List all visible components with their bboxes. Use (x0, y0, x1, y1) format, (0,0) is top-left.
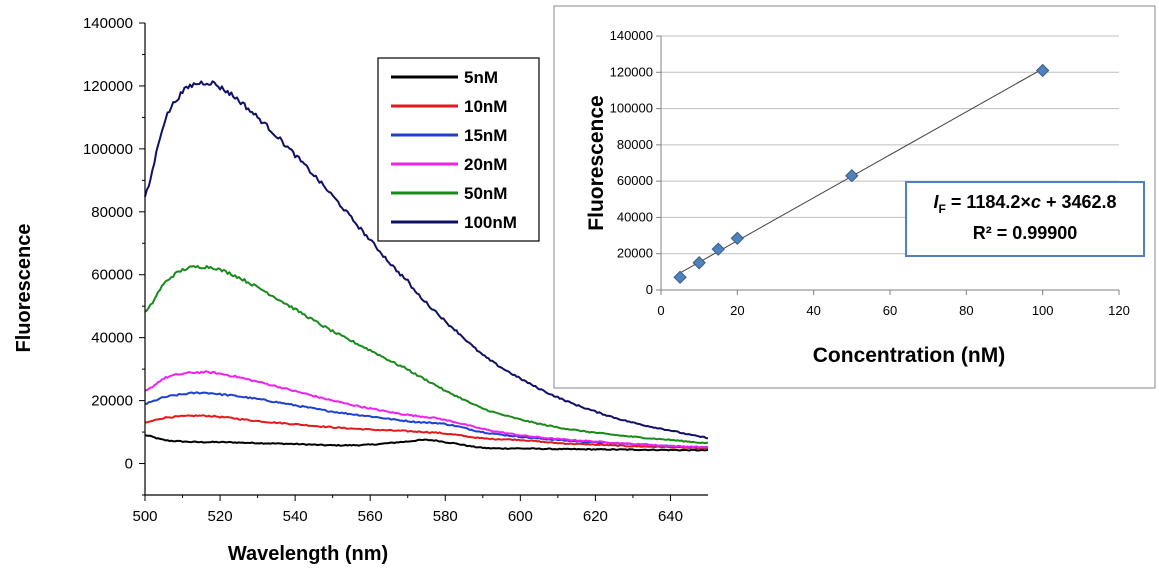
main-y-tick-label: 40000 (91, 330, 133, 347)
main-legend: 5nM 10nM 15nM 20nM 50nM 100nM (377, 57, 540, 242)
main-x-tick-label: 620 (583, 508, 608, 525)
inset-y-tick-label: 20000 (617, 246, 653, 261)
legend-label-50nM: 50nM (464, 184, 507, 203)
series-line-100nM (144, 80, 709, 440)
eq-lhs-italic: I (933, 192, 939, 212)
eq-lhs-sub: F (938, 202, 945, 216)
eq-var-italic: c (1031, 192, 1041, 212)
main-x-tick-label: 540 (283, 508, 308, 525)
legend-label-15nM: 15nM (464, 126, 507, 145)
inset-y-axis-label: Fluorescence (585, 95, 608, 230)
inset-data-point (1035, 63, 1050, 78)
main-series-group (144, 80, 709, 452)
equation-text: IF = 1184.2×c + 3462.8 (933, 192, 1116, 216)
main-axes: 0200004000060000800001000001200001400005… (83, 15, 708, 525)
inset-points-group (673, 63, 1050, 285)
inset-y-tick-label: 80000 (617, 137, 653, 152)
main-spectra-chart: 0200004000060000800001000001200001400005… (13, 15, 709, 565)
inset-axes: 0 20000 40000 60000 80000 100000 120000 140000 0… (610, 28, 1130, 318)
main-y-axis-label: Fluorescence (13, 224, 35, 353)
main-x-tick-label: 560 (358, 508, 383, 525)
inset-x-axis-label: Concentration (nM) (813, 344, 1005, 367)
main-x-axis-label: Wavelength (nm) (228, 543, 388, 565)
inset-x-tick-label: 0 (657, 303, 664, 318)
series-line-50nM (144, 265, 709, 445)
eq-mid: = 1184.2× (946, 192, 1031, 212)
series-line-5nM (144, 434, 709, 452)
inset-x-tick-label: 80 (959, 303, 973, 318)
inset-y-tick-label: 60000 (617, 173, 653, 188)
main-x-tick-label: 580 (433, 508, 458, 525)
inset-data-point (673, 270, 687, 285)
inset-y-tick-label: 140000 (610, 28, 653, 43)
inset-x-tick-label: 20 (730, 303, 744, 318)
inset-x-tick-label: 40 (806, 303, 820, 318)
r-squared-text: R² = 0.99900 (973, 223, 1078, 243)
inset-data-point (845, 168, 859, 183)
eq-tail: + 3462.8 (1041, 192, 1117, 212)
main-y-tick-label: 60000 (91, 267, 133, 284)
inset-data-point (730, 231, 745, 245)
main-x-tick-label: 500 (132, 508, 157, 525)
inset-calibration-chart: 0 20000 40000 60000 80000 100000 120000 140000 0… (553, 5, 1156, 389)
inset-data-point (692, 256, 706, 270)
main-y-tick-label: 120000 (83, 78, 133, 95)
main-y-tick-label: 0 (125, 456, 133, 473)
equation-box-frame (905, 181, 1145, 257)
main-y-tick-label: 80000 (91, 204, 133, 221)
inset-equation-box: IF = 1184.2×c + 3462.8 R² = 0.99900 (905, 181, 1145, 257)
inset-x-tick-label: 100 (1032, 303, 1054, 318)
inset-y-tick-label: 100000 (610, 101, 653, 116)
inset-y-tick-label: 120000 (610, 64, 653, 79)
legend-label-5nM: 5nM (464, 68, 498, 87)
series-line-20nM (144, 370, 709, 449)
legend-frame (377, 57, 540, 242)
inset-y-tick-label: 0 (646, 282, 653, 297)
main-y-tick-label: 20000 (91, 393, 133, 410)
inset-x-tick-label: 120 (1108, 303, 1130, 318)
main-x-tick-label: 600 (508, 508, 533, 525)
series-line-10nM (145, 414, 709, 450)
legend-label-20nM: 20nM (464, 155, 507, 174)
inset-x-tick-label: 60 (883, 303, 897, 318)
main-x-tick-label: 520 (208, 508, 233, 525)
main-y-tick-label: 100000 (83, 141, 133, 158)
legend-label-10nM: 10nM (464, 97, 507, 116)
main-x-tick-label: 640 (658, 508, 683, 525)
legend-label-100nM: 100nM (464, 213, 517, 232)
inset-data-point (711, 242, 725, 256)
inset-y-tick-label: 40000 (617, 209, 653, 224)
main-y-tick-label: 140000 (83, 15, 133, 32)
